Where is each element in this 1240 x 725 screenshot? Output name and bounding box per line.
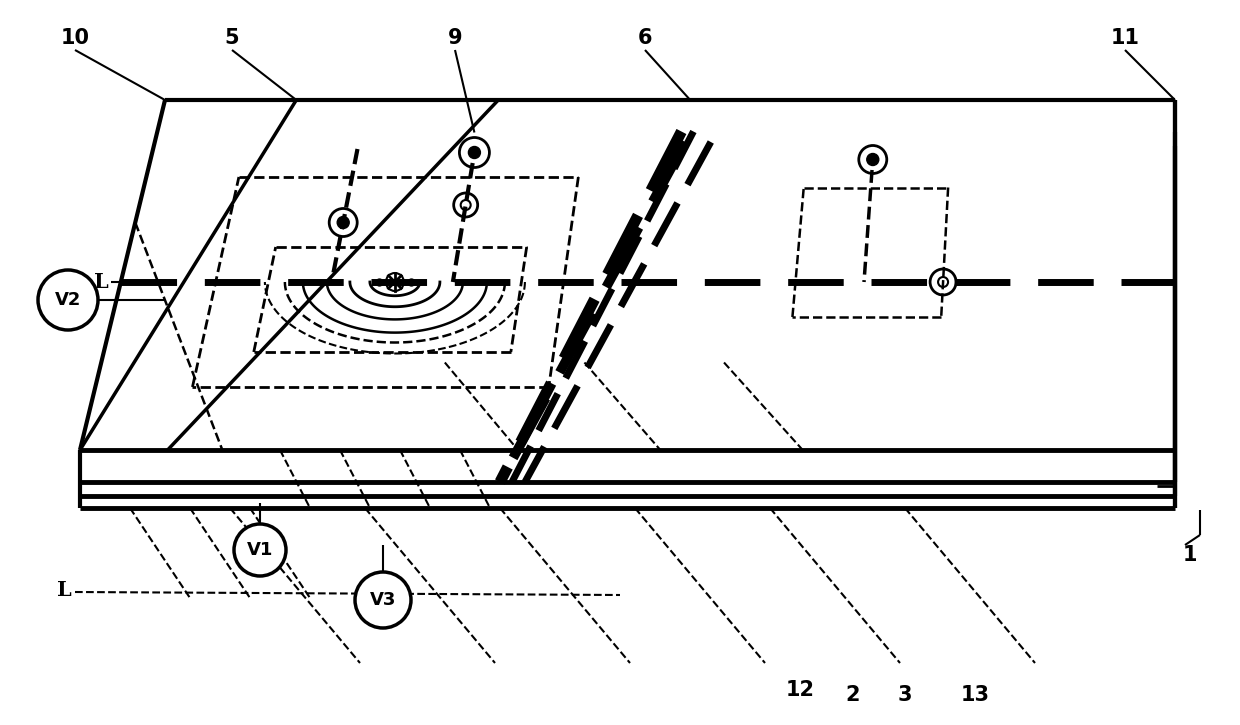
Circle shape — [355, 572, 410, 628]
Text: 10: 10 — [61, 28, 89, 48]
Text: V1: V1 — [247, 541, 273, 559]
Text: 5: 5 — [224, 28, 239, 48]
Text: 9: 9 — [448, 28, 463, 48]
Text: L: L — [57, 580, 72, 600]
Text: L: L — [94, 272, 109, 292]
Circle shape — [867, 154, 879, 165]
Text: 2: 2 — [846, 685, 861, 705]
Text: 13: 13 — [961, 685, 990, 705]
Circle shape — [469, 146, 480, 159]
Text: 11: 11 — [1111, 28, 1140, 48]
Text: 12: 12 — [785, 680, 815, 700]
Text: 3: 3 — [898, 685, 913, 705]
Text: 1: 1 — [1183, 545, 1198, 565]
Circle shape — [38, 270, 98, 330]
Circle shape — [234, 524, 286, 576]
Text: 6: 6 — [637, 28, 652, 48]
Text: V2: V2 — [55, 291, 81, 309]
Circle shape — [337, 217, 350, 228]
Text: V3: V3 — [370, 591, 397, 609]
